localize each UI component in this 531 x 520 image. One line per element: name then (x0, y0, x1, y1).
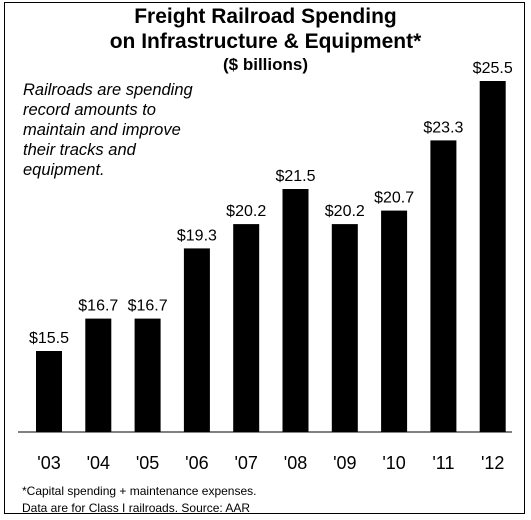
x-tick-label: '05 (136, 453, 159, 473)
footnote-line-1: *Capital spending + maintenance expenses… (22, 484, 257, 498)
bar-12 (479, 81, 506, 432)
bar-10 (381, 210, 408, 432)
bar-06 (183, 248, 210, 432)
value-label: $16.7 (78, 298, 118, 315)
value-label: $21.5 (275, 168, 315, 185)
bar-07 (233, 224, 260, 432)
x-tick-labels-group: '03 '04 '05 '06 '07 '08 '09 '10 '11 '12 (37, 453, 504, 473)
value-label: $15.5 (29, 330, 69, 347)
bars-group (36, 81, 506, 432)
x-tick-label: '12 (481, 453, 504, 473)
bar-11 (430, 140, 457, 432)
bar-09 (331, 224, 358, 432)
value-label: $16.7 (128, 298, 168, 315)
x-tick-label: '08 (284, 453, 307, 473)
bar-04 (85, 318, 112, 432)
footnote-line-2: Data are for Class I railroads. Source: … (22, 501, 251, 515)
x-tick-label: '06 (185, 453, 208, 473)
value-label: $20.2 (325, 203, 365, 220)
annotation-line: equipment. (23, 161, 105, 179)
bar-08 (282, 189, 309, 432)
x-tick-label: '07 (234, 453, 257, 473)
value-labels-group: $15.5 $16.7 $16.7 $19.3 $20.2 $21.5 $20.2 $20.7… (29, 60, 513, 347)
chart-title: Freight Railroad Spending (134, 5, 397, 28)
x-tick-label: '04 (87, 453, 110, 473)
annotation-line: their tracks and (23, 141, 136, 159)
value-label: $25.5 (473, 60, 513, 77)
x-tick-label: '11 (432, 453, 454, 473)
bar-05 (134, 318, 161, 432)
chart-title-line-2: on Infrastructure & Equipment* (109, 30, 422, 53)
chart-subtitle: ($ billions) (223, 55, 308, 74)
chart-annotation: Railroads are spending record amounts to… (23, 80, 233, 180)
annotation-line: maintain and improve (23, 121, 181, 139)
x-tick-label: '10 (382, 453, 405, 473)
value-label: $20.7 (374, 190, 414, 207)
x-tick-label: '03 (37, 453, 60, 473)
value-label: $19.3 (177, 227, 217, 244)
value-label: $23.3 (423, 119, 463, 136)
annotation-line: record amounts to (23, 101, 156, 119)
bar-03 (36, 351, 62, 432)
x-tick-label: '09 (333, 453, 356, 473)
value-label: $20.2 (226, 203, 266, 220)
annotation-line: Railroads are spending (23, 81, 193, 99)
